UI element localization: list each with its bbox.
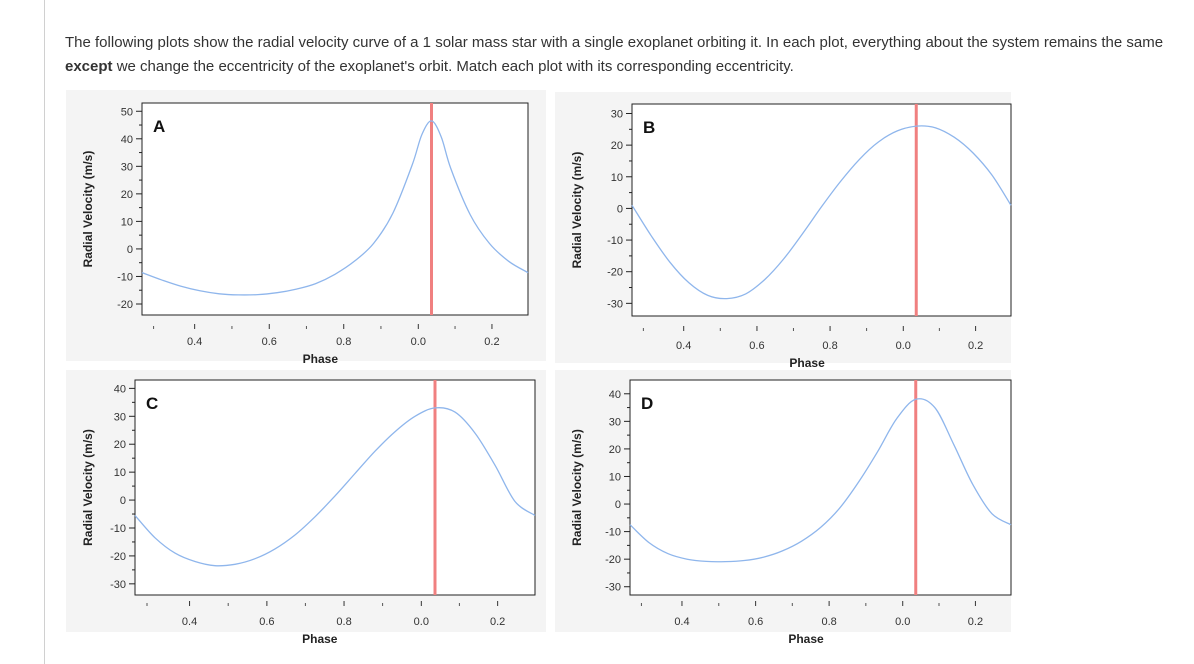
y-tick-label: 30 [114,411,126,423]
y-tick-label: 10 [121,216,133,228]
x-tick-label: 0.4 [676,340,691,352]
chart-a: -20 -10 0 10 20 30 40 50 0.4 0.6 0.8 0.0 0.2 A Phase Ra… [81,102,529,366]
chart-panel-a: -20 -10 0 10 20 30 40 50 0.4 0.6 0.8 0.0 0.2 A Phase Ra… [66,90,546,366]
chart-panel-b: -30 -20 -10 0 10 20 30 0.4 0.6 0.8 0.0 0.2 B Phase Rad… [555,92,1012,370]
y-tick-label: 0 [127,244,133,256]
x-tick-label: 0.2 [968,340,983,352]
x-tick-label: 0.6 [259,616,274,628]
y-tick-label: 20 [121,189,133,201]
y-axis-title: Radial Velocity (m/s) [570,429,584,546]
y-tick-label: -20 [117,299,133,311]
content-left-border [44,0,45,664]
chart-panel-c: -30 -20 -10 0 10 20 30 40 0.4 0.6 0.8 0.0 0.2 C Phase R… [66,370,546,646]
panel-label: B [643,118,655,137]
y-tick-label: -10 [110,523,126,535]
chart-d: -30 -20 -10 0 10 20 30 40 0.4 0.6 0.8 0.0 0.2 D Phase R… [570,379,1012,646]
x-tick-label: 0.6 [749,340,764,352]
chart-c: -30 -20 -10 0 10 20 30 40 0.4 0.6 0.8 0.0 0.2 C Phase R… [81,379,536,646]
x-tick-label: 0.2 [484,336,499,348]
x-tick-label: 0.0 [414,616,429,628]
y-tick-label: 40 [114,383,126,395]
y-tick-label: 40 [609,389,621,401]
y-tick-label: 0 [120,495,126,507]
y-tick-label: -30 [110,579,126,591]
radial-velocity-curve [631,125,1012,300]
radial-velocity-curve [141,120,529,296]
y-tick-label: 50 [121,106,133,118]
panel-label: C [146,394,158,413]
radial-velocity-curve [629,398,1012,563]
y-tick-label: 20 [611,140,623,152]
y-tick-label: 30 [611,108,623,120]
y-tick-label: 10 [609,471,621,483]
y-tick-label: 30 [609,416,621,428]
y-tick-label: -20 [605,554,621,566]
x-tick-label: 0.8 [822,340,837,352]
y-tick-label: 0 [615,499,621,511]
x-tick-label: 0.8 [821,616,836,628]
plot-area [134,379,536,596]
y-tick-label: 30 [121,161,133,173]
y-tick-label: -10 [605,527,621,539]
y-tick-label: -10 [607,235,623,247]
x-tick-label: 0.0 [411,336,426,348]
plot-area [629,379,1012,596]
x-tick-label: 0.4 [187,336,202,348]
x-axis-title: Phase [788,632,824,646]
y-tick-label: -20 [607,267,623,279]
x-tick-label: 0.4 [674,616,689,628]
y-tick-label: 40 [121,134,133,146]
x-tick-label: 0.6 [262,336,277,348]
y-tick-label: -30 [607,298,623,310]
y-tick-label: -30 [605,582,621,594]
y-tick-label: 20 [609,444,621,456]
question-text-after: we change the eccentricity of the exopla… [112,57,794,75]
x-axis-title: Phase [303,352,339,366]
y-tick-label: 20 [114,439,126,451]
y-tick-label: -20 [110,551,126,563]
x-tick-label: 0.2 [968,616,983,628]
plot-area [141,102,529,316]
y-tick-label: 10 [611,172,623,184]
x-tick-label: 0.8 [336,616,351,628]
x-axis-title: Phase [789,356,825,370]
x-tick-label: 0.2 [490,616,505,628]
x-tick-label: 0.4 [182,616,197,628]
question-text: The following plots show the radial velo… [65,31,1190,78]
x-tick-label: 0.0 [895,616,910,628]
plot-area [631,103,1012,317]
y-tick-label: -10 [117,271,133,283]
panel-label: A [153,117,165,136]
x-tick-label: 0.0 [896,340,911,352]
y-tick-label: 10 [114,467,126,479]
chart-panel-d: -30 -20 -10 0 10 20 30 40 0.4 0.6 0.8 0.0 0.2 D Phase R… [555,370,1012,646]
x-axis-title: Phase [302,632,338,646]
radial-velocity-curve [134,407,536,567]
chart-b: -30 -20 -10 0 10 20 30 0.4 0.6 0.8 0.0 0.2 B Phase Rad… [570,103,1012,370]
y-axis-title: Radial Velocity (m/s) [81,151,95,268]
y-axis-title: Radial Velocity (m/s) [570,152,584,269]
question-text-before: The following plots show the radial velo… [65,34,1164,51]
x-tick-label: 0.8 [336,336,351,348]
y-axis-title: Radial Velocity (m/s) [81,429,95,546]
panel-label: D [641,394,653,413]
question-emphasis: except [65,57,113,75]
x-tick-label: 0.6 [748,616,763,628]
y-tick-label: 0 [617,203,623,215]
